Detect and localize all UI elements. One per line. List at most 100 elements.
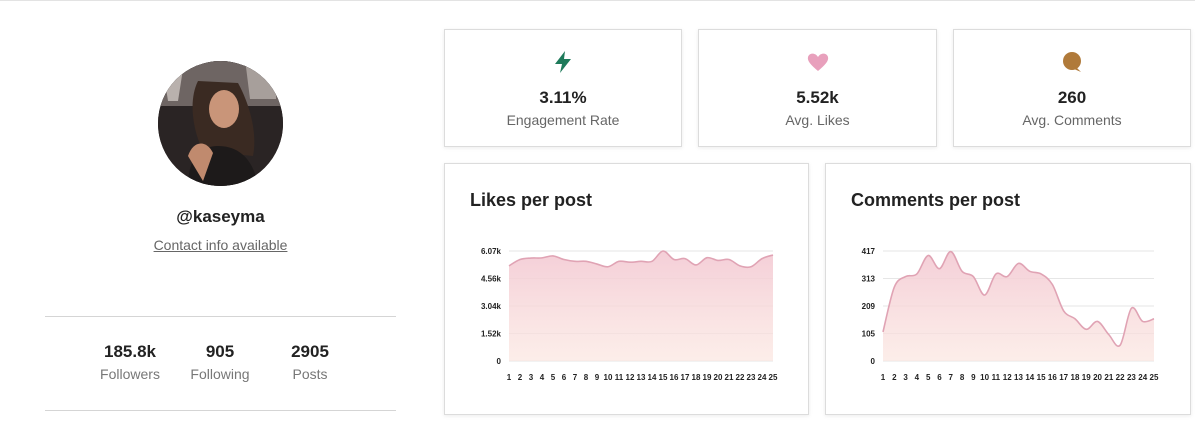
x-tick-label: 25 — [769, 373, 778, 382]
x-tick-label: 3 — [903, 373, 908, 382]
x-tick-label: 11 — [615, 373, 624, 382]
x-tick-label: 24 — [1138, 373, 1147, 382]
data-point — [684, 257, 686, 259]
data-point — [1017, 262, 1019, 264]
data-point — [938, 267, 940, 269]
x-tick-label: 21 — [725, 373, 734, 382]
series-line — [508, 250, 774, 269]
series-area — [509, 250, 773, 361]
x-tick-label: 7 — [949, 373, 954, 382]
contact-info-label[interactable]: Contact info available — [153, 237, 288, 253]
x-tick-label: 6 — [562, 373, 567, 382]
data-point — [927, 254, 929, 256]
data-point — [585, 260, 587, 262]
x-tick-label: 13 — [637, 373, 646, 382]
x-tick-label: 13 — [1014, 373, 1023, 382]
data-point — [739, 265, 741, 267]
data-point — [629, 261, 631, 263]
x-tick-label: 21 — [1104, 373, 1113, 382]
y-tick-label: 1.52k — [481, 330, 502, 339]
x-tick-label: 20 — [1093, 373, 1102, 382]
followers-label: Followers — [100, 366, 160, 382]
data-point — [607, 266, 609, 268]
x-tick-label: 22 — [736, 373, 745, 382]
avg-comments-value: 260 — [1057, 88, 1087, 107]
x-tick-label: 18 — [692, 373, 701, 382]
x-tick-label: 14 — [1025, 373, 1034, 382]
following-label: Following — [190, 366, 250, 382]
y-tick-label: 313 — [862, 275, 876, 284]
data-point — [761, 257, 763, 259]
y-tick-label: 0 — [871, 357, 876, 366]
x-tick-label: 25 — [1150, 373, 1159, 382]
x-tick-label: 11 — [992, 373, 1001, 382]
data-point — [563, 258, 565, 260]
profile-handle: @kaseyma — [176, 207, 265, 226]
data-point — [893, 286, 895, 288]
avg-comments-card: 260 Avg. Comments — [953, 29, 1191, 147]
likes-chart-title: Likes per post — [470, 190, 593, 210]
x-tick-label: 2 — [892, 373, 897, 382]
series-line — [882, 250, 1155, 347]
data-point — [772, 254, 774, 256]
y-tick-label: 0 — [497, 357, 502, 366]
speech-bubble-icon — [954, 50, 1190, 74]
data-point — [695, 264, 697, 266]
x-tick-label: 19 — [1082, 373, 1091, 382]
data-point — [541, 257, 543, 259]
data-point — [651, 260, 653, 262]
stats-divider-top — [45, 316, 396, 317]
posts-stat: 2905 Posts — [270, 342, 350, 382]
y-tick-label: 6.07k — [481, 247, 502, 256]
x-tick-label: 16 — [1048, 373, 1057, 382]
data-point — [1153, 318, 1155, 320]
data-point — [574, 260, 576, 262]
y-tick-label: 209 — [862, 302, 876, 311]
profile-stats: 185.8k Followers 905 Following 2905 Post… — [90, 342, 350, 392]
lightning-icon — [445, 50, 681, 74]
data-point — [983, 294, 985, 296]
followers-stat: 185.8k Followers — [90, 342, 170, 382]
x-tick-label: 7 — [573, 373, 578, 382]
data-point — [1029, 270, 1031, 272]
x-tick-label: 17 — [1059, 373, 1068, 382]
likes-per-post-card: Likes per post 0 1.52k 3.04k 4.56k 6.07k 1 2 3 4… — [444, 163, 809, 415]
data-point — [596, 263, 598, 265]
engagement-rate-label: Engagement Rate — [506, 112, 620, 128]
x-tick-label: 24 — [758, 373, 767, 382]
x-tick-label: 8 — [584, 373, 589, 382]
data-point — [1006, 275, 1008, 277]
x-tick-label: 18 — [1071, 373, 1080, 382]
data-point — [1074, 318, 1076, 320]
x-tick-label: 5 — [551, 373, 556, 382]
x-tick-label: 17 — [681, 373, 690, 382]
data-point — [904, 275, 906, 277]
series-area — [883, 251, 1154, 361]
avg-comments-label: Avg. Comments — [1022, 112, 1122, 128]
x-tick-label: 12 — [626, 373, 635, 382]
contact-info-link[interactable]: Contact info available — [45, 237, 396, 253]
x-tick-label: 10 — [604, 373, 613, 382]
x-tick-label: 14 — [648, 373, 657, 382]
y-tick-label: 3.04k — [481, 302, 502, 311]
data-point — [961, 270, 963, 272]
data-point — [728, 258, 730, 260]
heart-icon — [699, 50, 936, 74]
data-point — [673, 258, 675, 260]
following-stat: 905 Following — [180, 342, 260, 382]
profile-panel: @kaseyma Contact info available 185.8k F… — [45, 0, 396, 422]
data-point — [1040, 273, 1042, 275]
data-point — [1119, 344, 1121, 346]
x-tick-label: 16 — [670, 373, 679, 382]
data-point — [1142, 320, 1144, 322]
x-tick-label: 15 — [659, 373, 668, 382]
avatar[interactable] — [158, 61, 283, 186]
x-tick-label: 19 — [703, 373, 712, 382]
comments-chart-title: Comments per post — [851, 190, 1021, 210]
engagement-rate-value: 3.11% — [539, 88, 587, 107]
x-tick-label: 15 — [1037, 373, 1046, 382]
x-tick-label: 1 — [881, 373, 886, 382]
x-tick-label: 12 — [1003, 373, 1012, 382]
data-point — [530, 257, 532, 259]
